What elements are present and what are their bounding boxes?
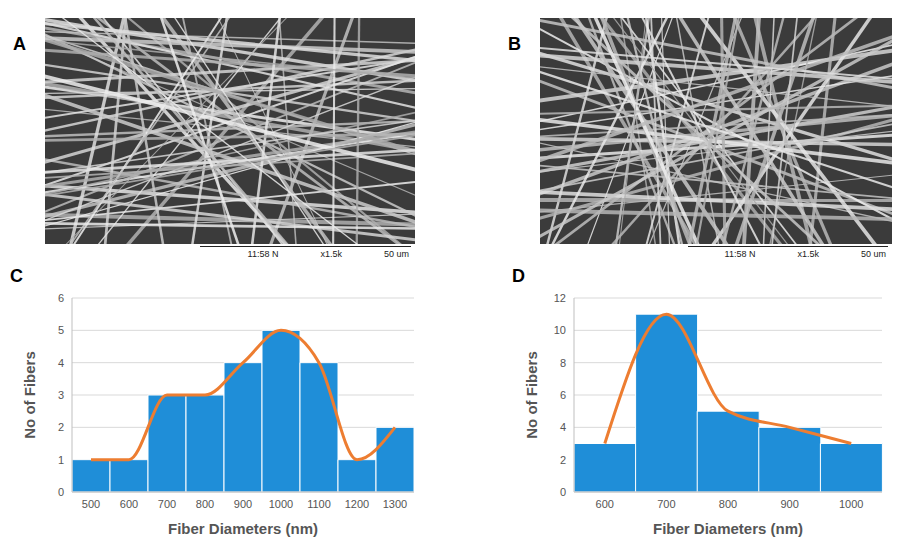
- svg-text:5: 5: [58, 324, 64, 336]
- svg-text:600: 600: [120, 498, 138, 510]
- html-text:x1.5k: x1.5k: [797, 249, 819, 259]
- svg-text:No of Fibers: No of Fibers: [523, 351, 540, 439]
- svg-text:12: 12: [554, 292, 566, 304]
- svg-text:2: 2: [560, 454, 566, 466]
- svg-text:2: 2: [58, 421, 64, 433]
- svg-text:1200: 1200: [345, 498, 369, 510]
- svg-text:1000: 1000: [269, 498, 293, 510]
- svg-text:0: 0: [560, 486, 566, 498]
- svg-text:800: 800: [719, 498, 737, 510]
- svg-text:500: 500: [82, 498, 100, 510]
- svg-text:No of Fibers: No of Fibers: [21, 351, 38, 439]
- svg-text:800: 800: [196, 498, 214, 510]
- html-text:A: A: [13, 34, 26, 54]
- html-text:x1.5k: x1.5k: [320, 249, 342, 259]
- svg-text:8: 8: [560, 357, 566, 369]
- svg-text:1100: 1100: [307, 498, 331, 510]
- svg-text:6: 6: [560, 389, 566, 401]
- html-text:11:58 N: 11:58 N: [247, 249, 279, 259]
- svg-text:700: 700: [657, 498, 675, 510]
- svg-text:700: 700: [158, 498, 176, 510]
- svg-text:600: 600: [596, 498, 614, 510]
- svg-text:Fiber Diameters (nm): Fiber Diameters (nm): [168, 520, 318, 537]
- svg-text:Fiber Diameters (nm): Fiber Diameters (nm): [653, 520, 803, 537]
- svg-text:0: 0: [58, 486, 64, 498]
- svg-text:1: 1: [58, 454, 64, 466]
- svg-text:900: 900: [780, 498, 798, 510]
- html-text:50 um: 50 um: [861, 249, 886, 259]
- html-text:C: C: [10, 266, 23, 286]
- svg-text:1300: 1300: [383, 498, 407, 510]
- svg-text:4: 4: [560, 421, 566, 433]
- html-text:D: D: [512, 266, 525, 286]
- svg-text:1000: 1000: [839, 498, 863, 510]
- html-text:11:58 N: 11:58 N: [724, 249, 756, 259]
- svg-text:4: 4: [58, 357, 64, 369]
- html-text:B: B: [508, 34, 521, 54]
- svg-text:6: 6: [58, 292, 64, 304]
- html-text:50 um: 50 um: [384, 249, 409, 259]
- svg-text:3: 3: [58, 389, 64, 401]
- svg-text:900: 900: [234, 498, 252, 510]
- svg-text:10: 10: [554, 324, 566, 336]
